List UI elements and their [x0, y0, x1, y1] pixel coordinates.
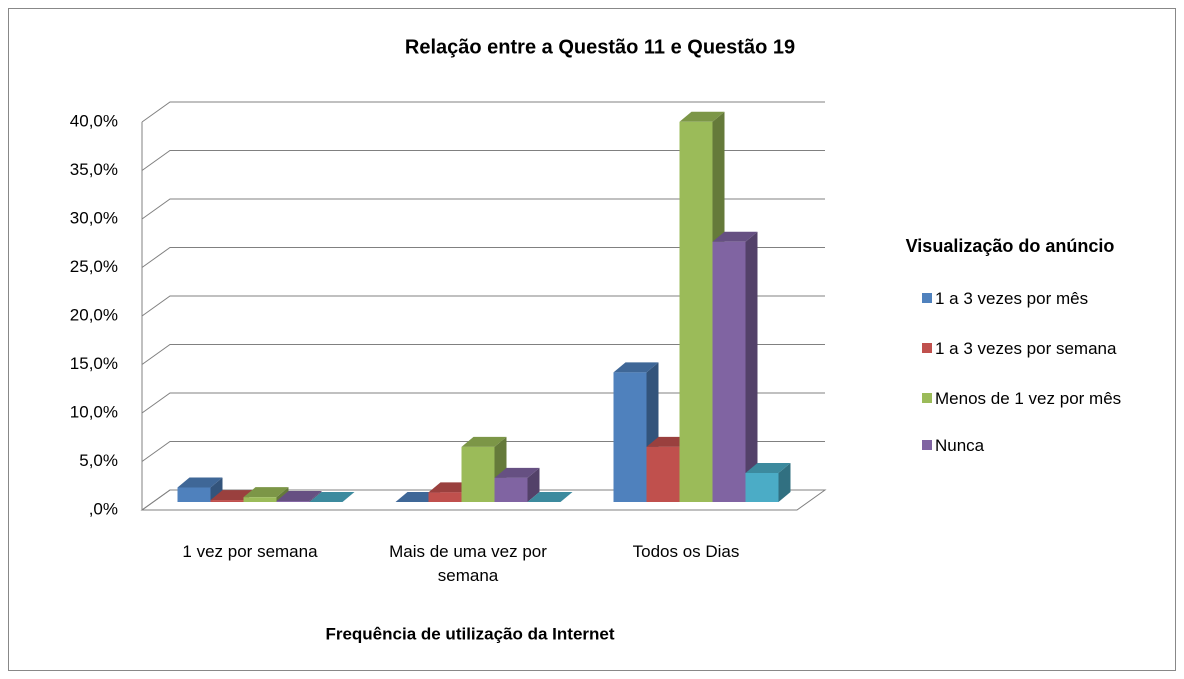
bar: [745, 462, 791, 502]
bar: [177, 477, 223, 502]
y-tick-label: 5,0%: [79, 451, 118, 470]
bar-side: [210, 477, 223, 502]
legend-label: Nunca: [935, 436, 985, 455]
bar-side: [745, 231, 758, 502]
x-axis-title: Frequência de utilização da Internet: [325, 624, 614, 643]
legend-label: Menos de 1 vez por mês: [935, 389, 1122, 408]
y-tick-label: 15,0%: [70, 354, 118, 373]
bar-side: [276, 487, 289, 502]
bar-front: [210, 500, 244, 502]
bar-front: [461, 446, 495, 502]
bar: [527, 492, 573, 502]
grid-line: [141, 247, 825, 268]
legend-entry: 1 a 3 vezes por semana: [922, 339, 1150, 358]
bar-top: [243, 487, 289, 498]
legend-label: 1 a 3 vezes por mês: [935, 289, 1089, 308]
y-tick-label: 25,0%: [70, 257, 118, 276]
legend-swatch: [922, 440, 932, 450]
bar: [309, 492, 355, 502]
bar-top: [679, 111, 725, 122]
y-tick-label: 30,0%: [70, 208, 118, 227]
grid-line: [141, 392, 825, 414]
bar-top: [461, 436, 507, 447]
bar: [276, 491, 322, 502]
grid-line: [141, 101, 825, 123]
x-tick-label: Mais de uma vez por semana: [389, 542, 547, 585]
grid-line: [141, 441, 825, 462]
x-tick-label: Todos os Dias: [632, 542, 740, 561]
bar-side: [527, 467, 540, 502]
bar: [712, 231, 758, 502]
bar: [679, 111, 725, 503]
bar-top: [613, 362, 659, 373]
bar-front: [679, 121, 713, 503]
grid-line: [141, 344, 825, 365]
bar-front: [428, 492, 462, 502]
bar-top: [309, 492, 355, 502]
legend-swatch: [922, 293, 932, 303]
bar-top: [276, 491, 322, 502]
bar: [243, 487, 289, 502]
chart-border: [8, 8, 1176, 671]
bar-side: [309, 491, 322, 502]
chart-title: Relação entre a Questão 11 e Questão 19: [405, 36, 795, 58]
legend-label: 1 a 3 vezes por semana: [935, 339, 1117, 358]
bar: [461, 436, 507, 502]
bar: [494, 467, 540, 502]
bar-side: [778, 462, 791, 502]
y-tick-label: ,0%: [89, 499, 118, 518]
bar-top: [712, 231, 758, 242]
legend-entry: Menos de 1 vez por mês: [922, 389, 1150, 408]
bar-front: [276, 501, 310, 502]
y-tick-label: 10,0%: [70, 402, 118, 421]
grid-line: [141, 295, 825, 317]
floor: [140, 489, 827, 511]
bar-front: [243, 497, 277, 502]
legend-title: Visualização do anúncio: [905, 236, 1115, 256]
bar-front: [745, 472, 779, 502]
y-tick-label: 20,0%: [70, 305, 118, 324]
grid-line: [141, 150, 825, 171]
legend-swatch: [922, 393, 932, 403]
bar-top: [177, 477, 223, 488]
y-tick-label: 35,0%: [70, 160, 118, 179]
bar-top: [745, 462, 791, 473]
y-tick-label: 40,0%: [70, 111, 118, 130]
bar-front: [712, 241, 746, 502]
bar-front: [177, 487, 211, 502]
bar-top: [494, 467, 540, 478]
bar-front: [646, 446, 680, 502]
bar-front: [613, 372, 647, 502]
legend-entry: 1 a 3 vezes por mês: [922, 289, 1150, 308]
bar-front: [494, 477, 528, 502]
x-tick-label: 1 vez por semana: [182, 542, 318, 561]
grid-line: [141, 198, 825, 220]
legend-swatch: [922, 343, 932, 353]
bar-top: [527, 492, 573, 502]
legend-entry: Nunca: [922, 436, 1150, 455]
